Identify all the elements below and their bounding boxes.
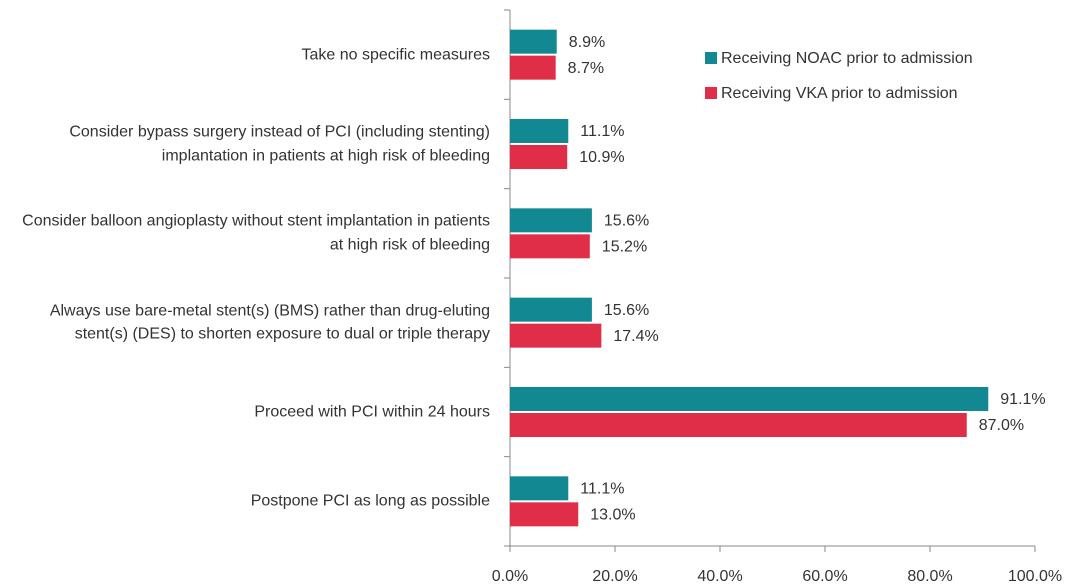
x-tick-label: 60.0% [802, 568, 847, 585]
bar [510, 413, 967, 437]
value-label: 8.7% [568, 60, 604, 77]
bar [510, 234, 590, 259]
value-label: 13.0% [590, 507, 635, 524]
bar [510, 323, 602, 348]
bar [510, 29, 557, 54]
bar [510, 476, 569, 501]
legend-swatch [705, 52, 717, 64]
value-label: 17.4% [613, 328, 658, 345]
bar [510, 208, 592, 233]
value-label: 15.6% [604, 302, 649, 319]
value-label: 8.9% [569, 34, 605, 51]
value-label: 11.1% [580, 123, 624, 140]
legend-label: Receiving NOAC prior to admission [721, 50, 973, 67]
bar [510, 55, 556, 80]
legend-label: Receiving VKA prior to admission [721, 85, 958, 102]
category-label: Consider balloon angioplasty without ste… [22, 212, 490, 254]
bar [510, 119, 569, 143]
x-tick-label: 20.0% [592, 568, 637, 585]
value-label: 15.2% [602, 239, 647, 256]
category-label: Postpone PCI as long as possible [250, 492, 490, 510]
x-tick-label: 80.0% [907, 568, 952, 585]
x-tick-label: 0.0% [492, 568, 528, 585]
category-label: Always use bare-metal stent(s) (BMS) rat… [49, 302, 490, 343]
x-tick-label: 40.0% [697, 568, 742, 585]
value-label: 10.9% [579, 149, 624, 166]
legend-swatch [705, 87, 717, 99]
bar [510, 297, 592, 322]
category-label: Proceed with PCI within 24 hours [254, 403, 490, 421]
category-label: Consider bypass surgery instead of PCI (… [69, 123, 490, 165]
category-label: Take no specific measures [301, 45, 490, 63]
bar [510, 145, 568, 169]
value-label: 11.1% [580, 481, 624, 498]
value-label: 87.0% [979, 417, 1024, 434]
bar [510, 502, 579, 527]
value-label: 91.1% [1000, 391, 1045, 408]
bar [510, 387, 989, 411]
value-label: 15.6% [604, 213, 649, 230]
x-tick-label: 100.0% [1008, 568, 1062, 585]
